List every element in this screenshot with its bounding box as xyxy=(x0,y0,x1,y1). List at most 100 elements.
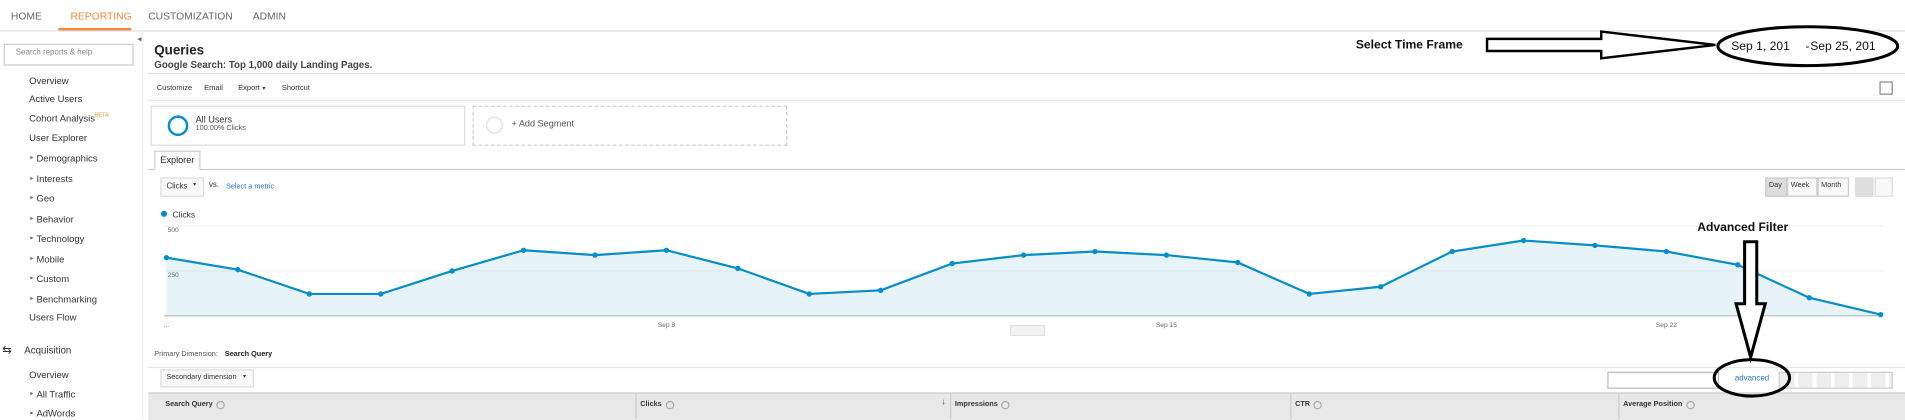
motion-chart-button[interactable] xyxy=(1874,177,1893,197)
table-header xyxy=(148,392,1905,420)
nav-link[interactable]: Demographics xyxy=(36,153,98,165)
nav-item[interactable]: HOME xyxy=(10,9,42,22)
x-tick-label: Sep 8 xyxy=(658,322,676,329)
primary-dimension-label: Primary Dimension: xyxy=(154,351,218,359)
column-header[interactable]: Average Position xyxy=(1623,400,1683,409)
point xyxy=(592,252,598,258)
search-box[interactable] xyxy=(3,43,134,66)
secondary-dimension: Secondary dimension xyxy=(166,374,237,382)
divider xyxy=(148,72,1905,75)
view-buttons[interactable] xyxy=(1778,371,1893,389)
secondary-dimension-button[interactable] xyxy=(160,369,254,388)
point xyxy=(1806,295,1812,301)
point xyxy=(1235,259,1241,266)
nav-item[interactable]: REPORTING xyxy=(70,9,132,22)
nav-link[interactable]: AdWords xyxy=(36,408,76,420)
expand-arrow: ▸ xyxy=(30,295,34,303)
nav-link[interactable]: Overview xyxy=(29,369,69,381)
annotation-ellipse xyxy=(1712,358,1792,398)
column-header[interactable]: Search Query xyxy=(165,400,213,409)
nav-link[interactable]: Active Users xyxy=(29,93,83,105)
expand-arrow: ▸ xyxy=(30,389,34,398)
divider xyxy=(148,99,1905,101)
toolbar-item[interactable]: Export xyxy=(238,83,260,93)
nav-link[interactable]: Users Flow xyxy=(29,312,77,324)
badge: BETA xyxy=(94,111,109,118)
annotation-text: Advanced Filter xyxy=(1697,220,1788,234)
area xyxy=(166,240,1881,316)
expand-arrow: ▸ xyxy=(30,255,34,263)
expand-arrow: ▸ xyxy=(30,215,34,223)
point xyxy=(663,247,670,253)
line-chart-button[interactable] xyxy=(1855,177,1874,197)
date-end[interactable]: Sep 25, 201 xyxy=(1810,39,1876,53)
column-header[interactable]: Clicks xyxy=(640,400,662,409)
segment-card[interactable] xyxy=(150,105,466,146)
toolbar-item[interactable]: Customize xyxy=(156,83,193,93)
column-header[interactable]: CTR xyxy=(1295,400,1311,409)
sort-arrow: ↓ xyxy=(941,398,946,407)
acquisition-icon: ⇆ xyxy=(2,343,12,356)
segment-detail: 100.00% Clicks xyxy=(195,125,246,133)
expand-arrow: ▸ xyxy=(30,234,34,242)
advanced-link[interactable]: advanced xyxy=(1734,374,1770,383)
metric-dropdown[interactable] xyxy=(160,177,205,197)
date-start[interactable]: Sep 1, 201 xyxy=(1731,39,1790,53)
tab-line xyxy=(148,168,1905,171)
column-header[interactable]: Impressions xyxy=(954,400,998,409)
page-title: Queries xyxy=(154,43,205,59)
expand-arrow: ▸ xyxy=(30,274,34,282)
nav-link[interactable]: Benchmarking xyxy=(36,294,98,305)
nav-link[interactable]: User Explorer xyxy=(29,132,88,144)
toolbar-item[interactable]: Email xyxy=(204,83,223,93)
point xyxy=(1449,248,1455,255)
filter-input[interactable] xyxy=(1607,371,1720,389)
nav-link[interactable]: Geo xyxy=(36,193,55,205)
add-segment-card[interactable] xyxy=(472,105,788,146)
nav-link[interactable]: All Traffic xyxy=(36,388,76,400)
point xyxy=(449,268,455,274)
section-title[interactable]: Acquisition xyxy=(24,345,72,356)
metric-label: Clicks xyxy=(166,182,188,191)
add-segment[interactable]: + Add Segment xyxy=(511,117,575,129)
nav-link[interactable]: Cohort Analysis xyxy=(29,112,95,124)
annotation-arrow xyxy=(1734,240,1768,363)
period-button[interactable] xyxy=(1787,177,1818,197)
resize-handle[interactable] xyxy=(1010,325,1046,336)
nav-link[interactable]: Behavior xyxy=(36,213,74,225)
point xyxy=(1735,262,1741,268)
annotation-ellipse xyxy=(1716,25,1900,68)
select-metric[interactable]: Select a metric xyxy=(225,183,275,191)
nav-link[interactable]: Mobile xyxy=(36,253,65,265)
explorer-tab[interactable] xyxy=(154,150,201,171)
nav-link[interactable]: Overview xyxy=(29,75,69,87)
caret: ▾ xyxy=(193,181,197,189)
search-placeholder: Search reports & help xyxy=(15,48,93,58)
nav-link[interactable]: Interests xyxy=(36,173,73,185)
annotation-text: Select Time Frame xyxy=(1356,38,1463,52)
point xyxy=(735,265,741,272)
point xyxy=(1092,248,1098,255)
caret: ▾ xyxy=(242,372,247,381)
nav-link[interactable]: Technology xyxy=(36,233,85,245)
toolbar-item[interactable]: Shortcut xyxy=(281,83,310,93)
period-button[interactable] xyxy=(1817,177,1850,197)
help-icon xyxy=(1001,400,1010,410)
point xyxy=(520,247,527,253)
active-tab-underline xyxy=(58,27,132,31)
period-button[interactable] xyxy=(1765,177,1788,197)
point xyxy=(1877,311,1884,318)
nav-link[interactable]: Custom xyxy=(36,273,70,285)
collapse-toggle[interactable]: ◂ xyxy=(137,35,142,44)
nav-item[interactable]: ADMIN xyxy=(252,9,286,22)
grid-icon[interactable] xyxy=(1879,81,1893,95)
point xyxy=(306,291,312,297)
period-label: Day xyxy=(1768,182,1782,190)
explorer-tab-label: Explorer xyxy=(160,154,195,166)
segment-ring xyxy=(167,115,189,137)
help-icon xyxy=(216,400,225,410)
segment-name: All Users xyxy=(195,114,233,126)
nav-item[interactable]: CUSTOMIZATION xyxy=(148,9,233,22)
